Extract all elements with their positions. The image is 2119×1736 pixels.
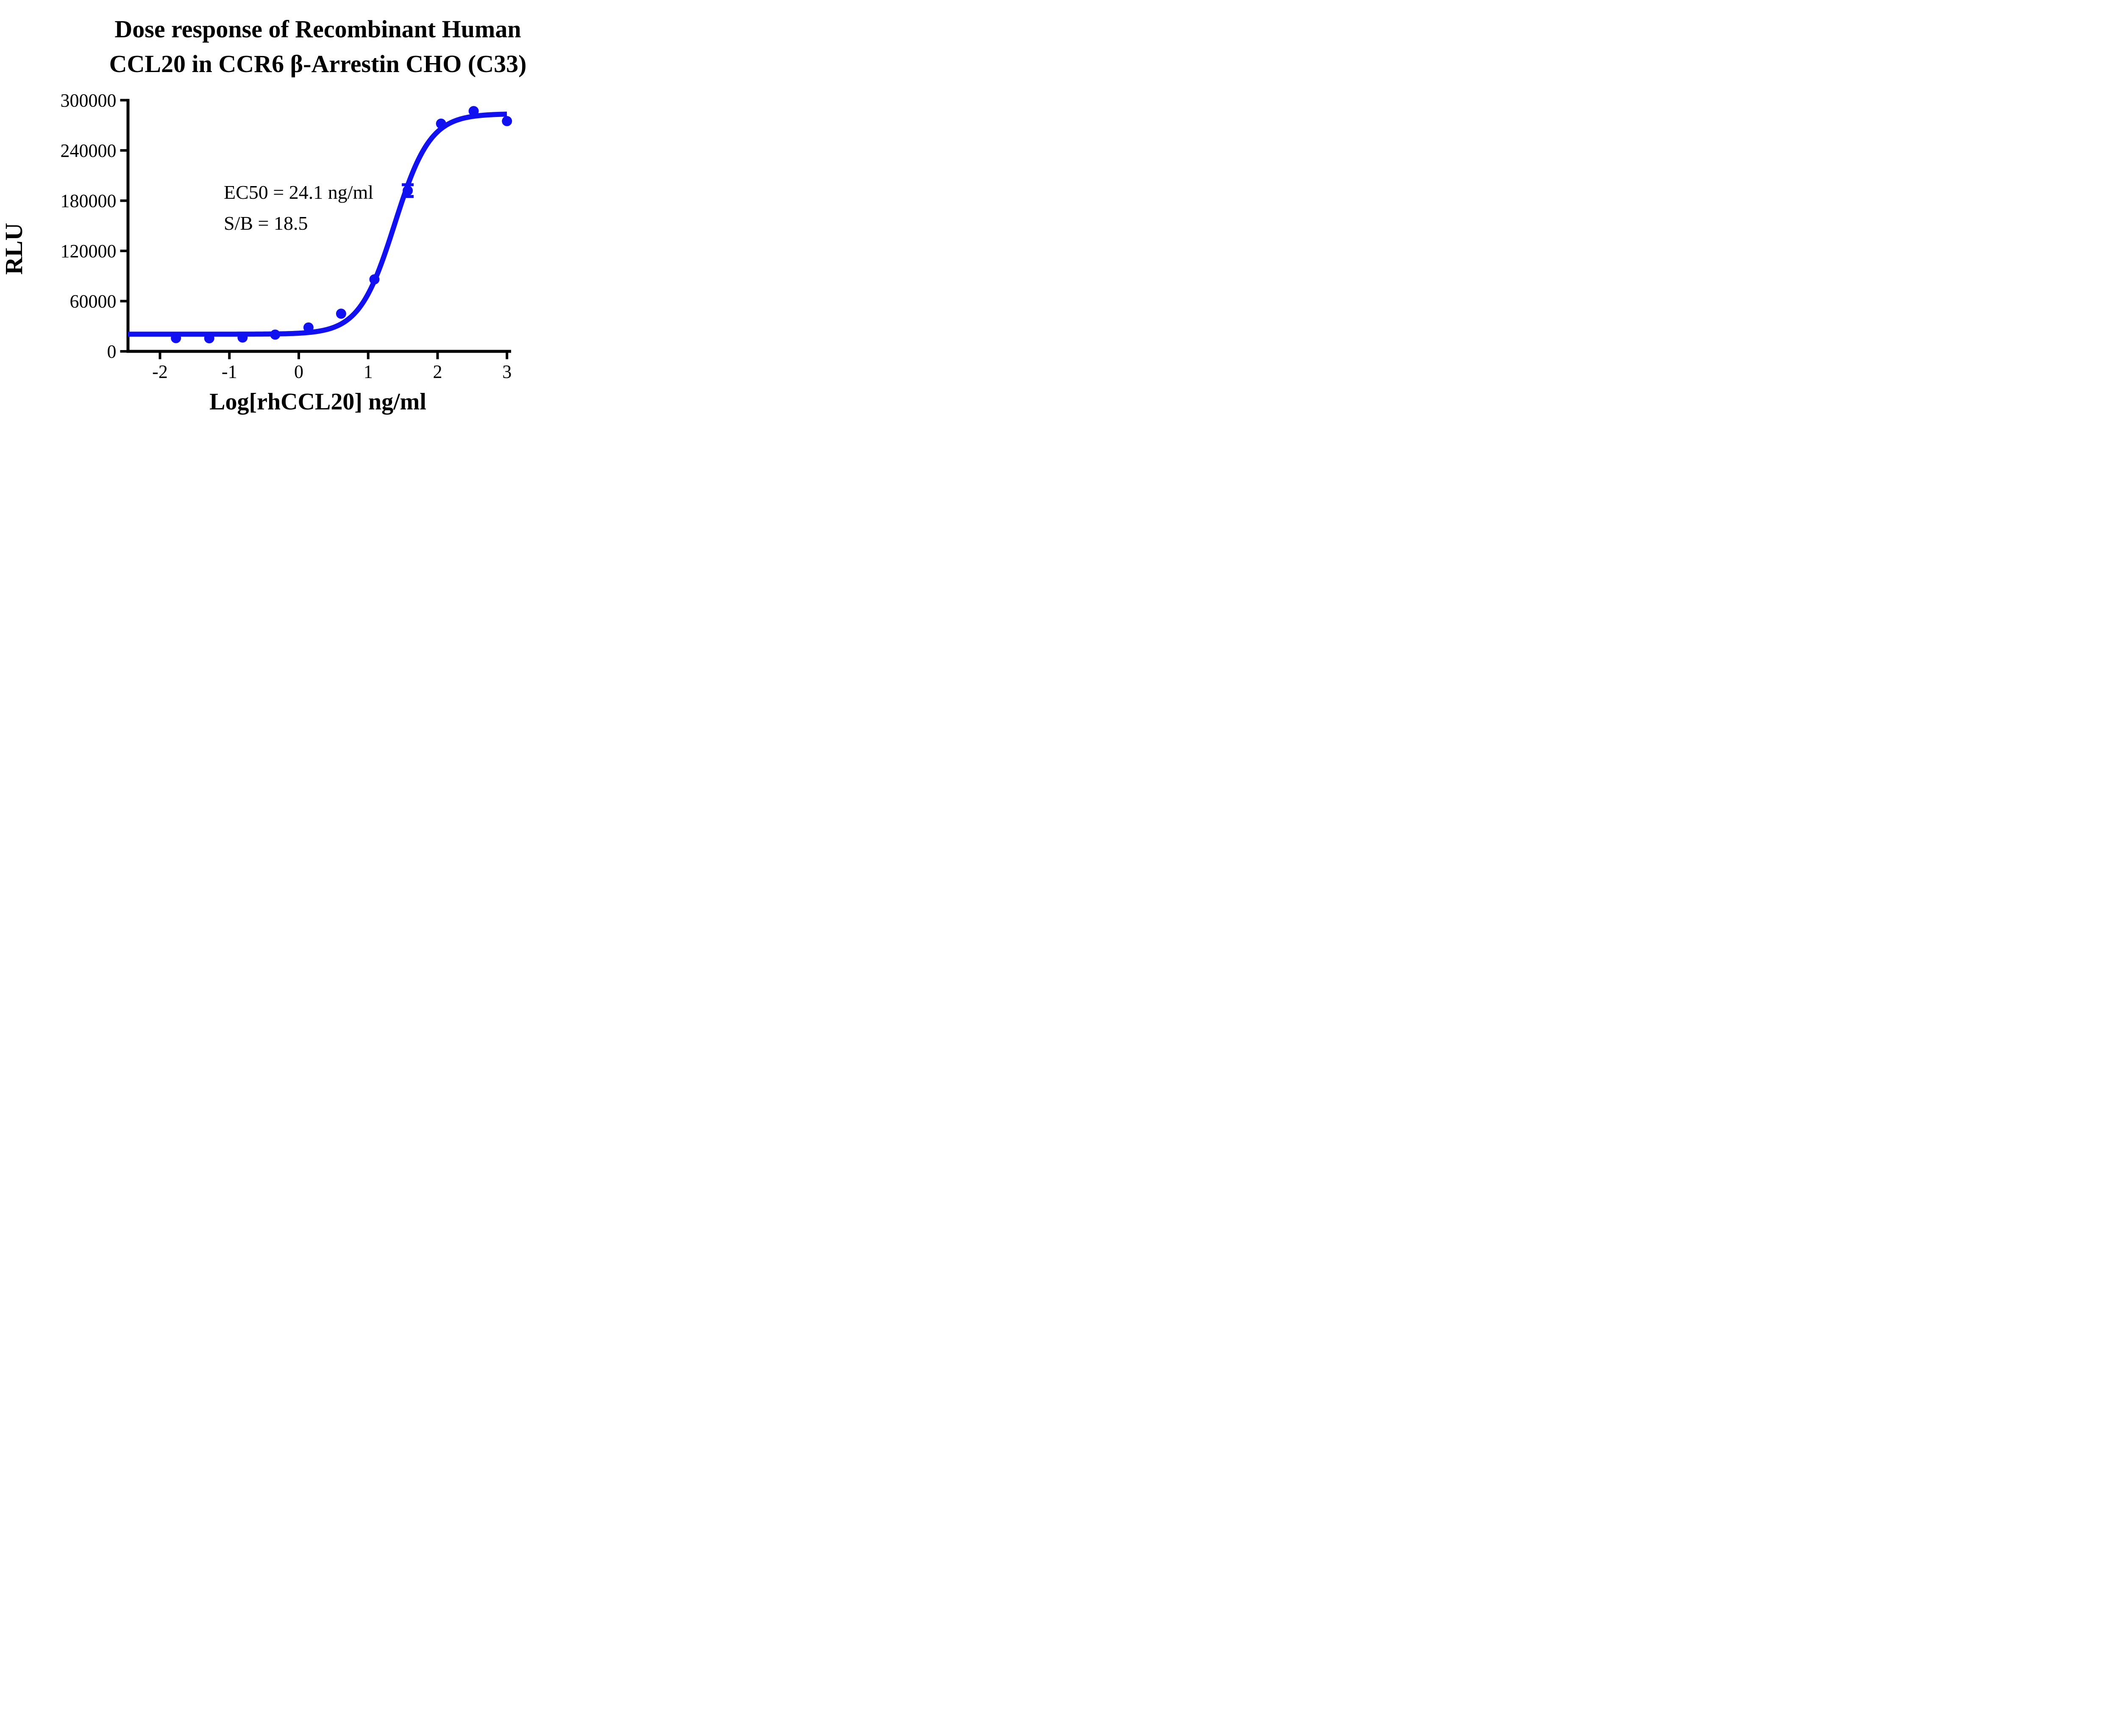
- y-tick-label: 300000: [61, 90, 117, 111]
- x-tick-label: 1: [364, 362, 373, 382]
- data-point: [204, 333, 214, 344]
- x-tick-label: 2: [433, 362, 442, 382]
- x-axis-title: Log[rhCCL20] ng/ml: [209, 389, 426, 415]
- x-tick-label: 0: [294, 362, 303, 382]
- fit-annotation: EC50 = 24.1 ng/ml S/B = 18.5: [224, 177, 373, 239]
- chart-title: Dose response of Recombinant Human CCL20…: [72, 12, 563, 82]
- x-tick-label: -1: [222, 362, 237, 382]
- data-point: [403, 185, 413, 196]
- data-point: [369, 274, 380, 285]
- data-point: [436, 118, 446, 129]
- data-point: [171, 333, 181, 343]
- data-point: [336, 309, 346, 319]
- chart-title-line1: Dose response of Recombinant Human: [114, 15, 521, 43]
- chart-plot-area: 0 60000 120000 180000 240000 300000 -2 -1 0 1 2 3: [61, 90, 512, 382]
- data-point: [237, 332, 248, 343]
- y-axis-title: RLU: [0, 223, 28, 275]
- y-tick-label: 120000: [61, 241, 117, 262]
- y-tick-label: 180000: [61, 190, 117, 211]
- tick-labels: 0 60000 120000 180000 240000 300000 -2 -1 0 1 2 3: [61, 90, 512, 382]
- sb-annotation: S/B = 18.5: [224, 212, 308, 234]
- y-tick-label: 0: [107, 341, 117, 362]
- data-points: [171, 106, 512, 344]
- chart-title-line2: CCL20 in CCR6 β-Arrestin CHO (C33): [109, 50, 527, 78]
- y-tick-label: 240000: [61, 140, 117, 161]
- x-tick-label: -2: [152, 362, 168, 382]
- data-point: [468, 106, 479, 117]
- data-point: [270, 329, 281, 340]
- y-tick-label: 60000: [70, 291, 117, 312]
- dose-response-figure: Dose response of Recombinant Human CCL20…: [0, 0, 563, 434]
- data-point: [502, 116, 512, 126]
- ec50-annotation: EC50 = 24.1 ng/ml: [224, 181, 374, 203]
- axes: [126, 99, 511, 353]
- x-tick-label: 3: [502, 362, 512, 382]
- data-point: [303, 322, 314, 333]
